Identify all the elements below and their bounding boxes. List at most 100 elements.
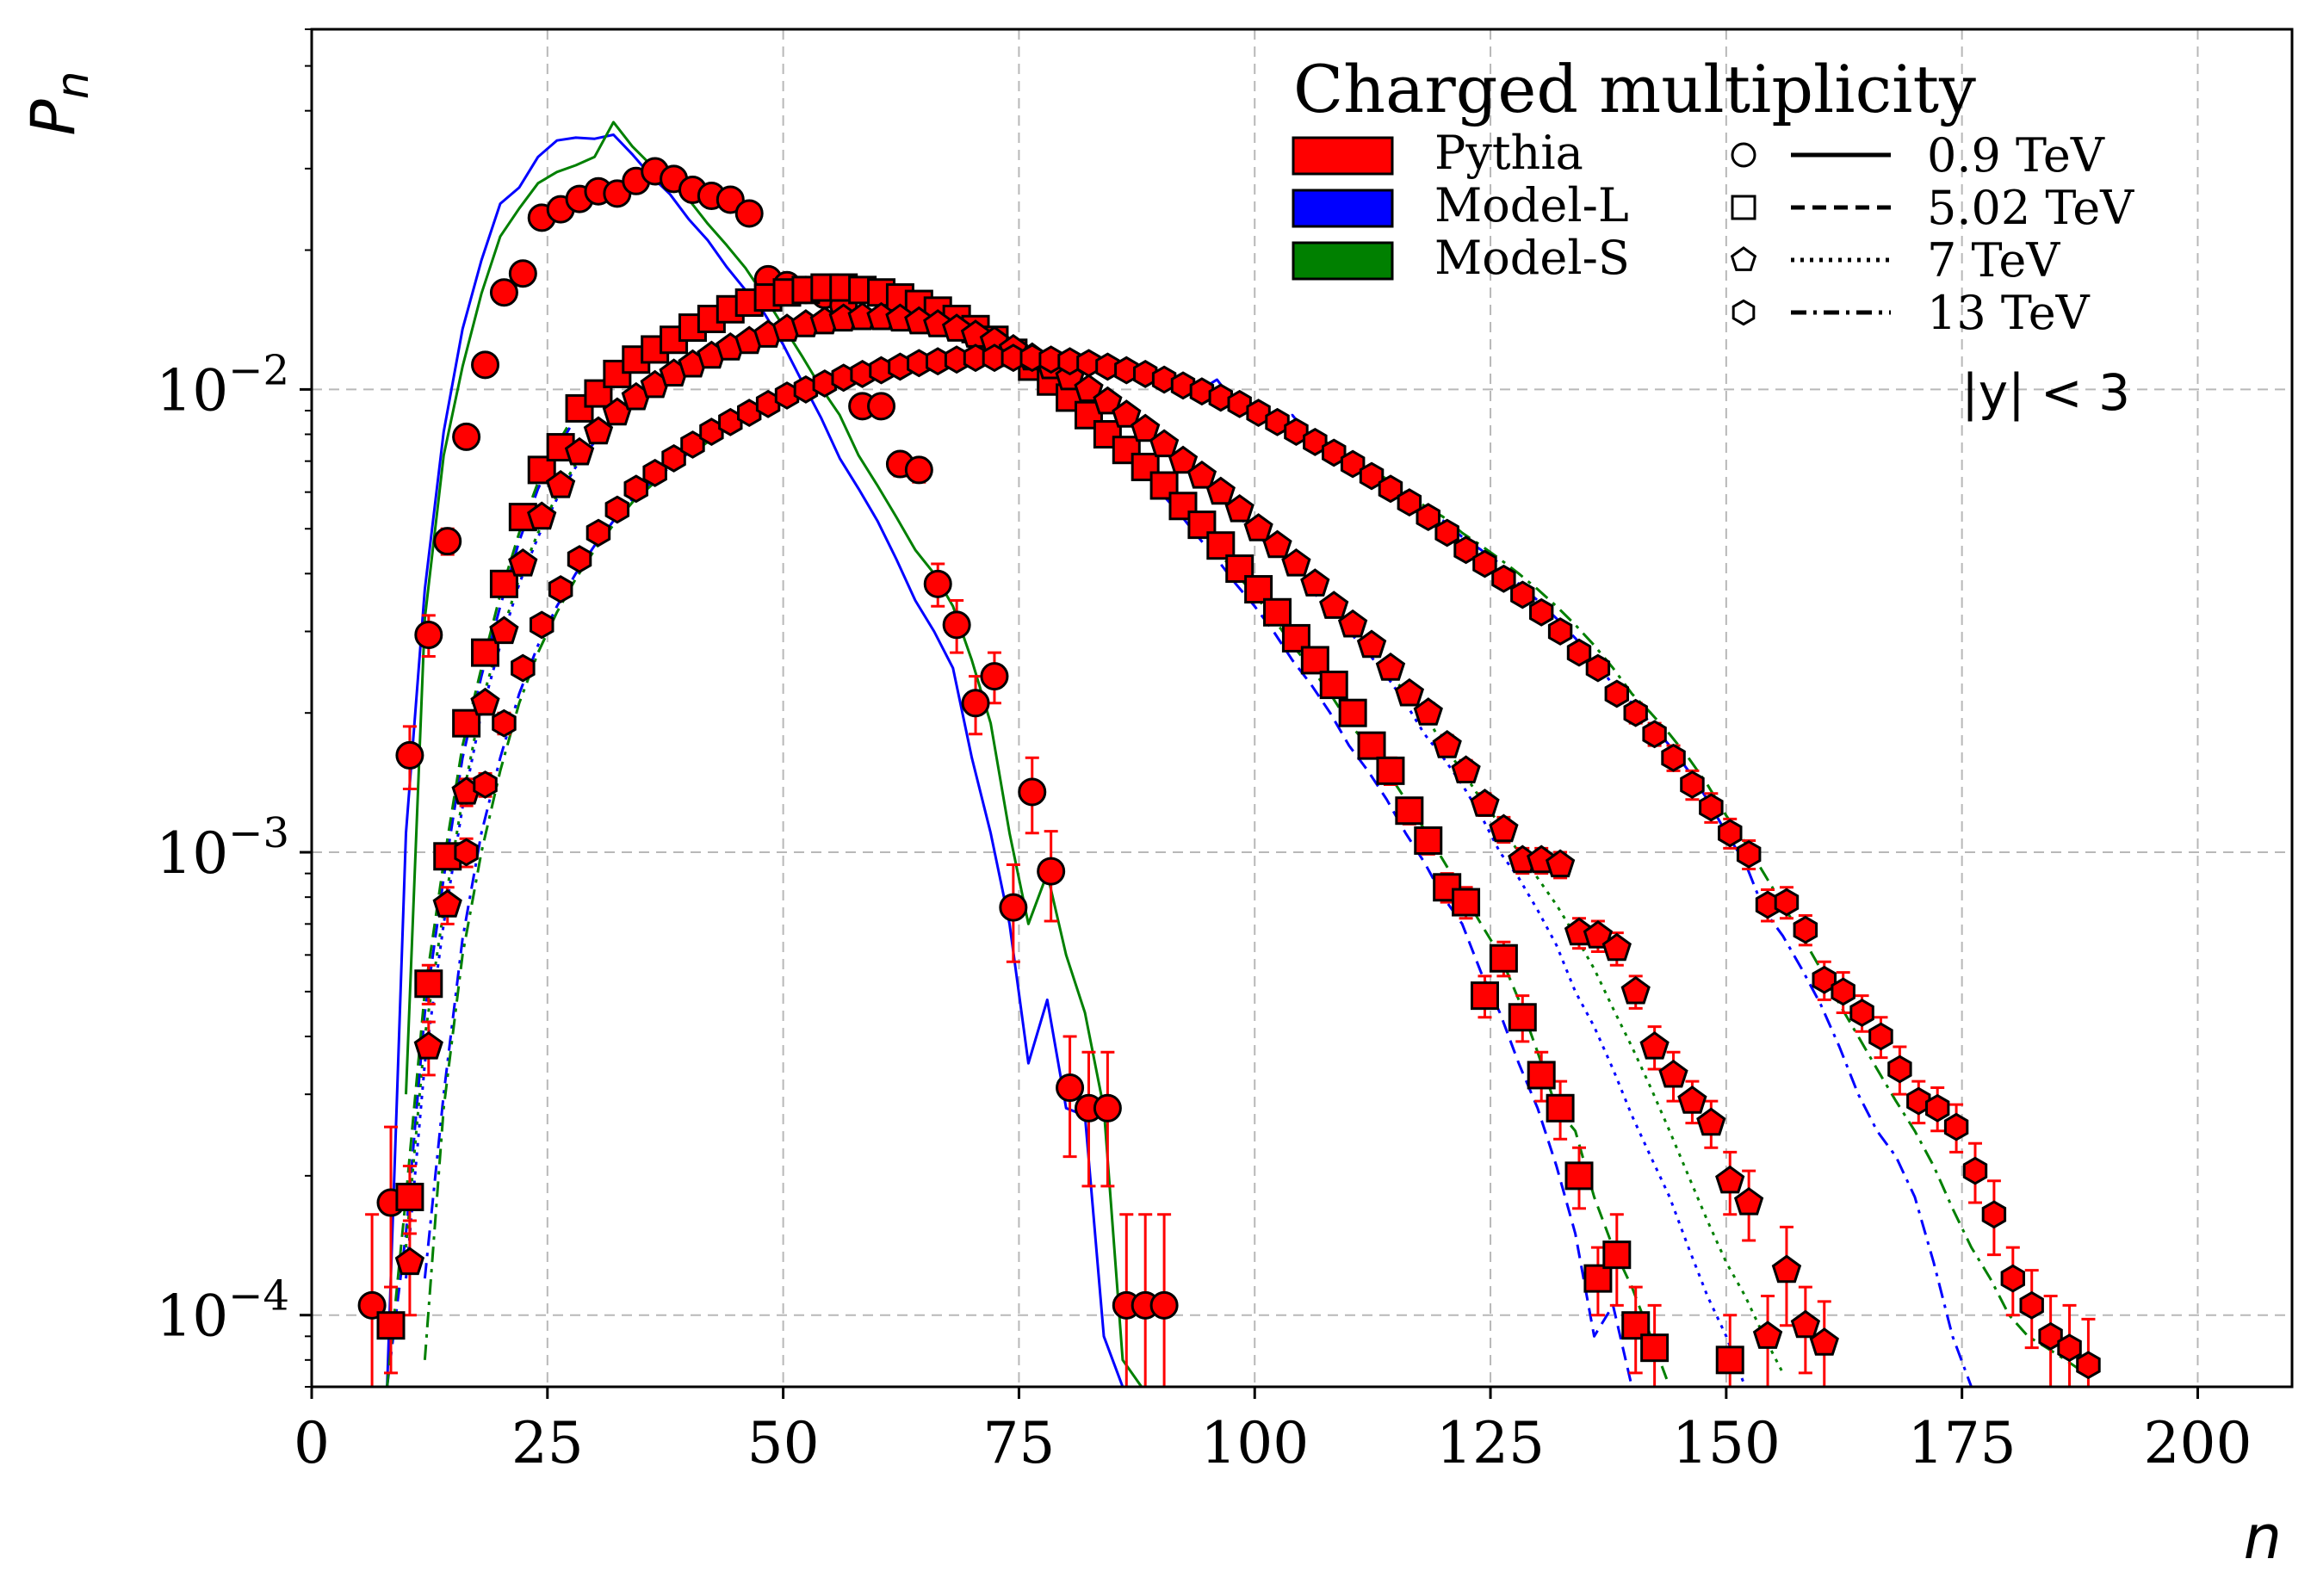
pythia-point — [1585, 653, 1611, 683]
pythia-point — [1604, 679, 1629, 708]
y-axis-label: Pn — [18, 71, 99, 135]
pythia-point — [1378, 474, 1403, 504]
pythia-point — [1718, 819, 1743, 848]
pythia-point — [942, 610, 971, 640]
pythia-point — [734, 199, 764, 228]
pythia-point — [1809, 1327, 1839, 1356]
pythia-point — [1300, 646, 1329, 675]
pythia-point — [1831, 977, 1855, 1006]
pythia-point — [1319, 591, 1349, 619]
pythia-point — [1281, 547, 1311, 577]
pythia-point — [452, 422, 481, 451]
pythia-point — [1849, 999, 1874, 1027]
pythia-point — [1452, 888, 1481, 917]
pythia-point — [1227, 389, 1252, 418]
pythia-point — [1661, 743, 1686, 772]
pythia-point — [1564, 1161, 1594, 1191]
y-tick-label: 10−3 — [156, 809, 289, 887]
pythia-point — [1056, 1073, 1085, 1103]
legend-model-label: Model-L — [1434, 178, 1629, 232]
pythia-point — [1752, 1321, 1783, 1349]
pythia-point — [1925, 1093, 1950, 1123]
pythia-point — [1868, 1022, 1893, 1051]
pythia-point — [1338, 698, 1367, 727]
legend-marker — [1730, 246, 1757, 271]
pythia-point — [1470, 981, 1499, 1011]
pythia-point — [1981, 1200, 2007, 1229]
pythia-point — [1149, 1290, 1179, 1320]
pythia-point — [904, 455, 933, 485]
pythia-point — [470, 687, 500, 716]
legend-energy-label: 5.02 TeV — [1927, 181, 2134, 235]
pythia-point — [1149, 429, 1180, 458]
pythia-point — [1715, 1165, 1745, 1194]
pythia-point — [1168, 445, 1199, 474]
pythia-point — [1303, 427, 1328, 456]
pythia-point — [1262, 529, 1292, 559]
pythia-markers-layer — [357, 157, 2101, 1380]
pythia-point — [1244, 575, 1273, 604]
pythia-point — [1583, 920, 1614, 949]
pythia-point — [585, 518, 611, 547]
pythia-point — [1453, 535, 1478, 565]
pythia-point — [1529, 597, 1554, 627]
pythia-point — [1093, 386, 1123, 415]
pythia-point — [1812, 965, 1837, 994]
pythia-point — [1246, 399, 1271, 428]
pythia-point — [473, 770, 498, 799]
pythia-point — [1680, 770, 1705, 799]
pythia-point — [1491, 564, 1516, 593]
pythia-point — [1284, 418, 1309, 447]
pythia-point — [1434, 518, 1459, 547]
pythia-point — [1394, 677, 1425, 707]
pythia-point — [1263, 597, 1292, 627]
pythia-point — [548, 575, 573, 603]
pythia-point — [1074, 400, 1103, 430]
pythia-point — [1906, 1086, 1931, 1116]
pythia-point — [1790, 1309, 1821, 1339]
pythia-point — [1095, 352, 1120, 381]
pythia-point — [923, 569, 952, 598]
pythia-point — [1774, 888, 1800, 917]
pythia-point — [1359, 461, 1385, 491]
pythia-point — [604, 495, 630, 524]
pythia-point — [1677, 1086, 1707, 1114]
pythia-point — [414, 620, 443, 649]
pythia-point — [1076, 349, 1101, 378]
pythia-point — [1510, 580, 1535, 609]
plot-frame — [310, 28, 2294, 1389]
pythia-point — [545, 469, 576, 498]
pythia-point — [1962, 1156, 1988, 1185]
pythia-point — [1715, 1345, 1744, 1375]
rapidity-cut-annotation: |y| < 3 — [1961, 363, 2130, 422]
pythia-point — [867, 392, 896, 421]
pythia-point — [1319, 671, 1348, 700]
pythia-point — [1337, 609, 1368, 638]
legend-model-label: Pythia — [1434, 126, 1583, 180]
legend-energy-label: 13 TeV — [1927, 286, 2091, 340]
legend-title: Charged multiplicity — [1293, 51, 1976, 127]
pythia-point — [1470, 789, 1500, 817]
pythia-point — [432, 889, 462, 918]
pythia-point — [1771, 1254, 1802, 1284]
legend-swatch — [1292, 136, 1394, 176]
pythia-point — [1189, 377, 1215, 406]
y-axis-label-subscript: n — [47, 71, 99, 99]
legend-model-label: Model-S — [1434, 231, 1630, 285]
pythia-point — [1623, 698, 1648, 727]
pythia-point — [1340, 449, 1366, 479]
pythia-point — [1640, 1333, 1670, 1363]
pythia-point — [1376, 756, 1405, 785]
pythia-point — [2000, 1264, 2025, 1293]
y-tick-label-exponent: −2 — [228, 346, 289, 394]
pythia-point — [1300, 568, 1330, 597]
pythia-point — [433, 527, 462, 556]
pythia-point — [980, 662, 1009, 691]
pythia-point — [1397, 488, 1422, 517]
pythia-point — [489, 569, 518, 598]
pythia-point — [1546, 1093, 1575, 1123]
x-tick-label: 75 — [982, 1410, 1055, 1476]
